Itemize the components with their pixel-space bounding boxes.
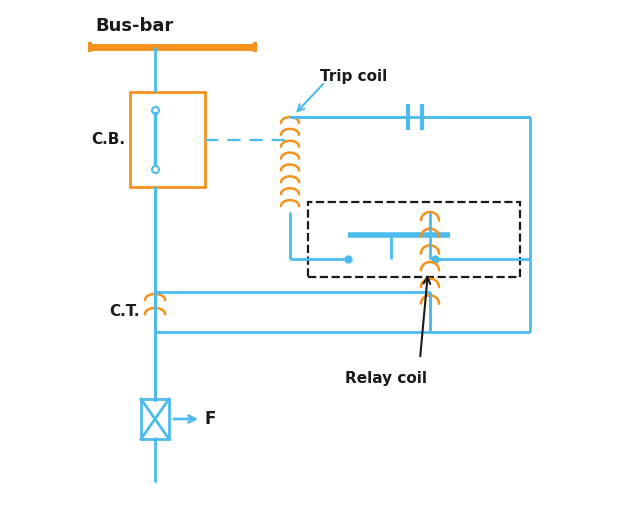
Text: F: F <box>205 410 217 428</box>
Text: C.B.: C.B. <box>91 132 125 148</box>
Text: C.T.: C.T. <box>109 305 140 319</box>
Text: Trip coil: Trip coil <box>320 69 387 85</box>
Bar <box>141 399 169 439</box>
Text: Bus-bar: Bus-bar <box>95 17 173 35</box>
Bar <box>130 92 205 187</box>
Text: Relay coil: Relay coil <box>345 372 427 386</box>
Bar <box>308 202 520 277</box>
